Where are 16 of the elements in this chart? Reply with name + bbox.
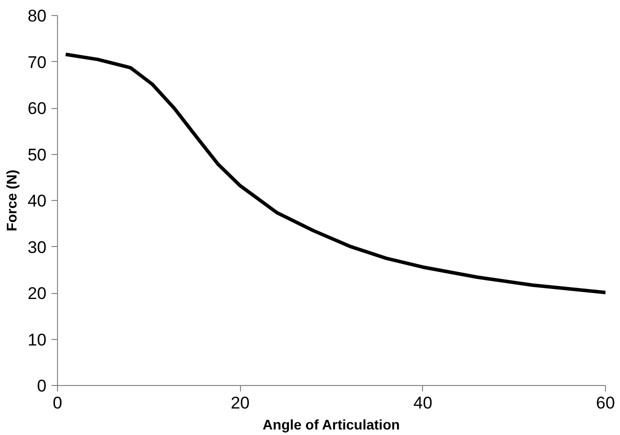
x-tick-label: 0 (52, 394, 62, 412)
y-tick-label: 40 (28, 192, 47, 210)
y-tick-label: 80 (28, 6, 47, 26)
x-axis-title: Angle of Articulation (262, 416, 400, 432)
x-tick-label: 60 (596, 394, 615, 412)
y-tick-label: 10 (28, 330, 47, 350)
y-tick-label: 30 (28, 238, 47, 257)
y-tick-label: 20 (28, 284, 47, 303)
y-tick-label: 0 (37, 376, 47, 396)
y-tick-label: 70 (28, 52, 47, 72)
x-tick-label: 40 (413, 394, 432, 412)
y-axis-title: Force (N) (4, 170, 20, 232)
y-tick-label: 60 (28, 99, 47, 118)
y-tick-label: 50 (28, 145, 47, 164)
line-series (64, 52, 606, 294)
x-tick-label: 20 (230, 394, 250, 412)
